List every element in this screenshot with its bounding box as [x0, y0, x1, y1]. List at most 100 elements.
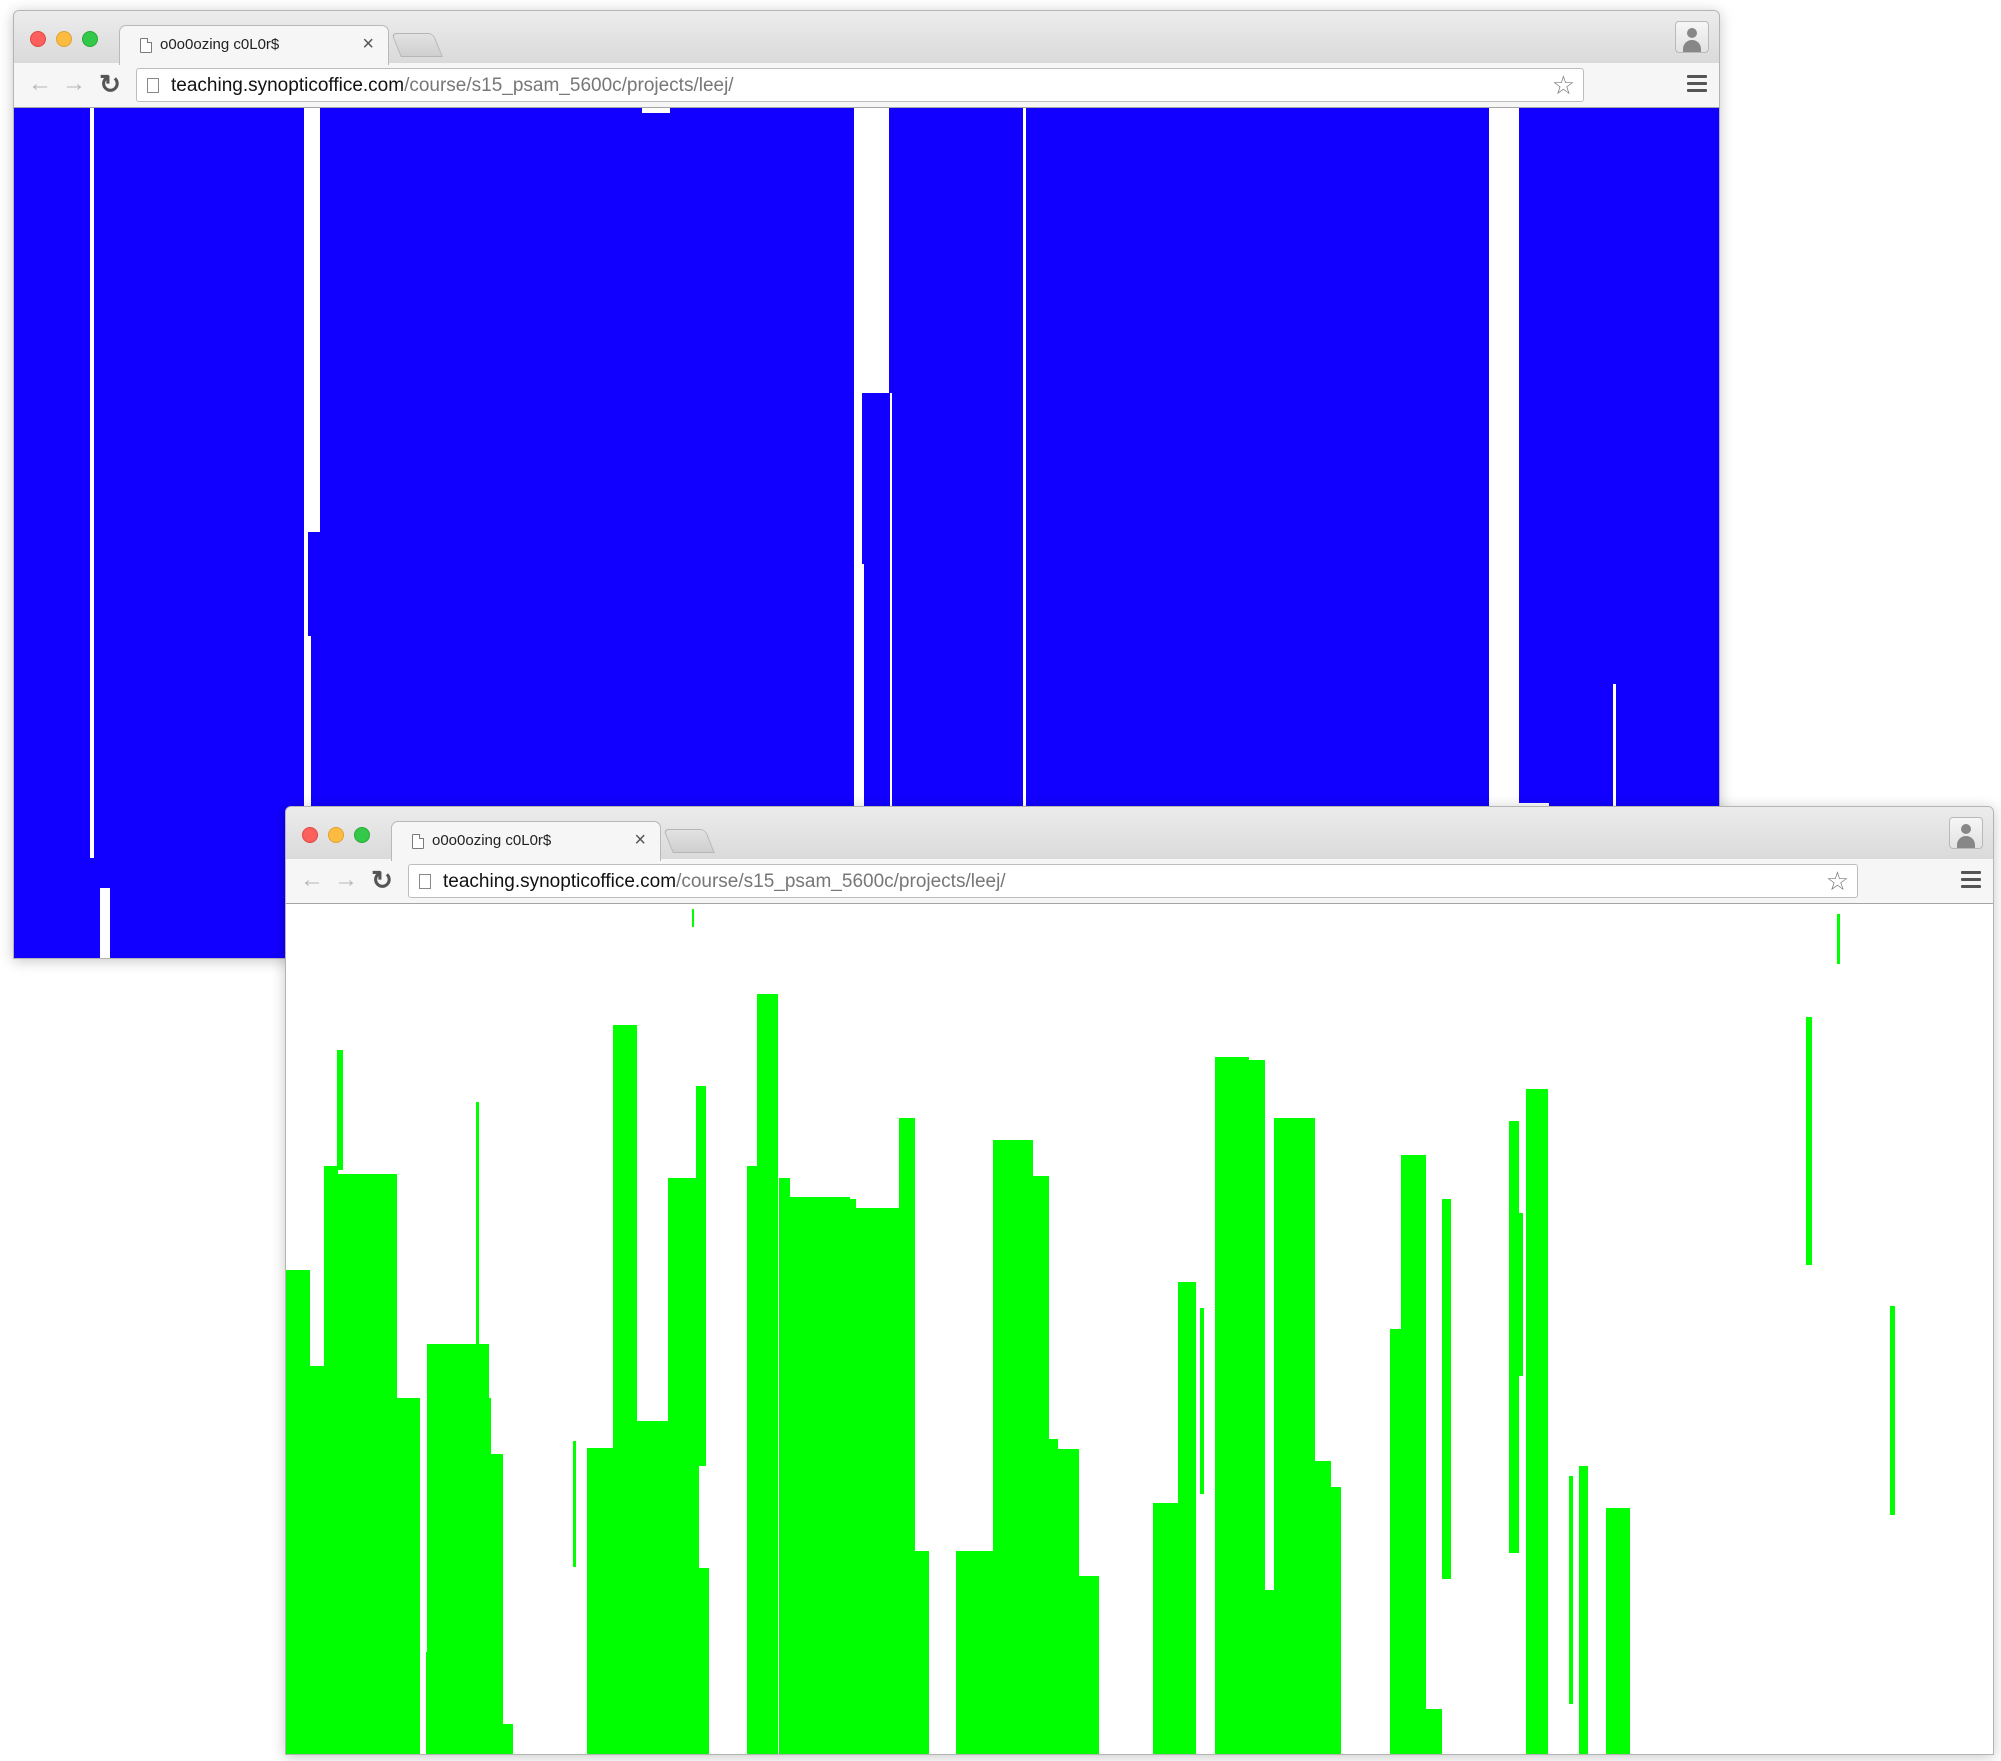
green-bar [696, 1086, 706, 1466]
white-stripe [304, 108, 308, 958]
forward-arrow-icon[interactable]: → [62, 70, 86, 97]
close-icon[interactable]: × [634, 829, 646, 851]
green-bar [1519, 1213, 1523, 1376]
window-close-button[interactable] [302, 827, 318, 843]
forward-arrow-icon[interactable]: → [334, 866, 358, 893]
new-tab-button[interactable] [663, 829, 715, 853]
green-bar [747, 1166, 757, 1754]
green-bar [613, 1025, 637, 1754]
toolbar: ← → ↻ teaching.synopticoffice.com/course… [14, 63, 1719, 108]
green-bar [993, 1140, 1033, 1754]
green-bar [1890, 1306, 1895, 1515]
white-stripe [854, 108, 862, 564]
green-bar [1054, 1449, 1079, 1754]
browser-window-front: o0o0ozing c0L0r$ × ← → ↻ teaching.synopt… [285, 806, 1994, 1755]
title-bar: o0o0ozing c0L0r$ × [286, 807, 1993, 861]
reload-icon[interactable]: ↻ [371, 865, 393, 895]
green-bar [1265, 1590, 1275, 1754]
green-bar [573, 1441, 576, 1567]
browser-tab[interactable]: o0o0ozing c0L0r$ × [119, 25, 389, 65]
profile-icon[interactable] [1675, 21, 1709, 53]
green-bar [1837, 914, 1840, 964]
green-bar [1274, 1118, 1315, 1754]
green-bar [489, 1398, 491, 1458]
menu-icon[interactable] [1687, 75, 1707, 93]
green-bar [1509, 1121, 1519, 1553]
new-tab-button[interactable] [391, 33, 443, 57]
green-bar [1178, 1282, 1196, 1754]
window-minimize-button[interactable] [56, 31, 72, 47]
green-bar [1806, 1017, 1812, 1265]
green-bar [1200, 1308, 1204, 1494]
reload-icon[interactable]: ↻ [99, 69, 121, 99]
green-bar [397, 1398, 420, 1754]
green-bar [337, 1050, 343, 1170]
star-icon[interactable]: ☆ [1551, 70, 1575, 100]
green-bar [503, 1724, 513, 1754]
green-bar [899, 1551, 929, 1754]
green-bar [757, 994, 778, 1754]
white-stripe [307, 636, 311, 958]
url-host: teaching.synopticoffice.com [171, 75, 405, 96]
green-bar [1442, 1199, 1451, 1579]
green-bar [587, 1448, 613, 1754]
green-bar [324, 1166, 338, 1754]
window-close-button[interactable] [30, 31, 46, 47]
green-bar [310, 1366, 324, 1754]
close-icon[interactable]: × [362, 33, 374, 55]
green-bar [1315, 1461, 1331, 1754]
green-bar [637, 1421, 668, 1754]
white-stripe [306, 108, 320, 532]
green-bar [1215, 1057, 1249, 1754]
window-maximize-button[interactable] [82, 31, 98, 47]
green-bar [1579, 1466, 1588, 1754]
green-bar [338, 1174, 397, 1754]
back-arrow-icon[interactable]: ← [300, 866, 324, 893]
green-bar [790, 1197, 850, 1754]
green-bar [1033, 1176, 1049, 1754]
green-bar [1249, 1060, 1265, 1754]
url-text: teaching.synopticoffice.com/course/s15_p… [443, 871, 1006, 893]
white-stripe [890, 393, 892, 958]
back-arrow-icon[interactable]: ← [28, 70, 52, 97]
green-bar [1331, 1487, 1341, 1754]
page-icon [412, 834, 424, 849]
white-stripe [100, 888, 110, 958]
page-icon [140, 38, 152, 53]
white-stripe [1023, 108, 1026, 958]
tab-title: o0o0ozing c0L0r$ [432, 832, 552, 849]
green-bar [956, 1551, 993, 1754]
green-bar [489, 1454, 503, 1754]
address-bar[interactable]: teaching.synopticoffice.com/course/s15_p… [408, 864, 1858, 898]
star-icon[interactable]: ☆ [1825, 866, 1849, 896]
browser-tab[interactable]: o0o0ozing c0L0r$ × [391, 821, 661, 861]
white-stripe [1489, 108, 1519, 803]
page-content-green [286, 904, 1993, 1754]
green-bar [1569, 1476, 1573, 1704]
menu-icon[interactable] [1961, 871, 1981, 889]
green-bar [1526, 1089, 1548, 1754]
white-stripe [642, 108, 670, 113]
green-bar [699, 1568, 709, 1754]
url-path: /course/s15_psam_5600c/projects/leej/ [676, 871, 1006, 892]
green-bar [286, 1270, 310, 1754]
page-icon [147, 78, 159, 93]
green-bar [846, 1199, 856, 1209]
url-path: /course/s15_psam_5600c/projects/leej/ [404, 75, 734, 96]
green-bar [779, 1178, 790, 1754]
green-bar [426, 1652, 434, 1754]
white-stripe [90, 108, 94, 858]
tab-title: o0o0ozing c0L0r$ [160, 36, 280, 53]
toolbar: ← → ↻ teaching.synopticoffice.com/course… [286, 859, 1993, 904]
url-text: teaching.synopticoffice.com/course/s15_p… [171, 75, 734, 97]
window-maximize-button[interactable] [354, 827, 370, 843]
address-bar[interactable]: teaching.synopticoffice.com/course/s15_p… [136, 68, 1584, 102]
green-bar [1401, 1155, 1426, 1754]
green-bar [668, 1178, 699, 1754]
profile-icon[interactable] [1949, 817, 1983, 849]
green-bar [1406, 1709, 1442, 1754]
white-stripe [861, 108, 889, 393]
green-bar [476, 1102, 479, 1364]
title-bar: o0o0ozing c0L0r$ × [14, 11, 1719, 65]
window-minimize-button[interactable] [328, 827, 344, 843]
